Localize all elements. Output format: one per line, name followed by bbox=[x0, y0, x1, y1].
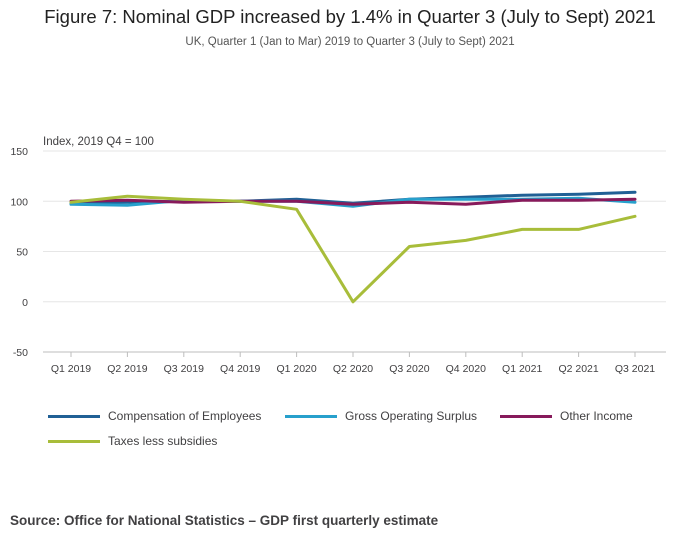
legend-swatch-other-income bbox=[500, 414, 552, 418]
legend-label-gross-operating-surplus: Gross Operating Surplus bbox=[345, 409, 478, 423]
legend-label-other-income: Other Income bbox=[560, 409, 633, 423]
chart-title: Figure 7: Nominal GDP increased by 1.4% … bbox=[44, 6, 656, 27]
x-tick-label: Q3 2019 bbox=[164, 363, 204, 375]
x-tick-label: Q1 2021 bbox=[502, 363, 542, 375]
y-axis-label: Index, 2019 Q4 = 100 bbox=[43, 136, 154, 148]
x-tick-label: Q3 2020 bbox=[389, 363, 429, 375]
x-tick-label: Q4 2020 bbox=[446, 363, 486, 375]
x-tick-label: Q2 2020 bbox=[333, 363, 373, 375]
legend-label-compensation: Compensation of Employees bbox=[108, 409, 262, 423]
series-lines bbox=[69, 190, 637, 304]
y-tick-label: 50 bbox=[16, 247, 28, 259]
x-tick-label: Q3 2021 bbox=[615, 363, 655, 375]
source-note: Source: Office for National Statistics –… bbox=[10, 513, 439, 528]
y-tick-label: -50 bbox=[13, 347, 28, 359]
chart-subtitle: UK, Quarter 1 (Jan to Mar) 2019 to Quart… bbox=[185, 36, 515, 48]
legend-item-gross-operating-surplus: Gross Operating Surplus bbox=[285, 409, 477, 423]
x-tick-label: Q1 2020 bbox=[276, 363, 316, 375]
legend-swatch-gross-operating-surplus bbox=[285, 414, 337, 418]
legend-item-other-income: Other Income bbox=[500, 409, 633, 423]
line-chart: 150 100 50 0 -50 Q1 2019 Q2 2019 Q3 2019 Q4 201… bbox=[10, 146, 666, 375]
y-tick-label: 0 bbox=[22, 297, 28, 309]
legend-label-taxes-less-subsidies: Taxes less subsidies bbox=[108, 434, 218, 448]
legend-swatch-taxes-less-subsidies bbox=[48, 439, 100, 443]
legend-item-taxes-less-subsidies: Taxes less subsidies bbox=[48, 434, 217, 448]
x-tick-label: Q1 2019 bbox=[51, 363, 91, 375]
x-tick-label: Q4 2019 bbox=[220, 363, 260, 375]
series-line-taxes-less-subsidies bbox=[69, 194, 637, 304]
legend-item-compensation: Compensation of Employees bbox=[48, 409, 261, 423]
gridlines bbox=[43, 150, 666, 353]
y-tick-label: 150 bbox=[10, 146, 28, 158]
y-tick-label: 100 bbox=[10, 196, 28, 208]
x-tick-label: Q2 2019 bbox=[107, 363, 147, 375]
legend-swatch-compensation bbox=[48, 414, 100, 418]
series-line-other-income bbox=[69, 197, 637, 206]
x-axis-ticks: Q1 2019 Q2 2019 Q3 2019 Q4 2019 Q1 2020 Q2 20… bbox=[51, 352, 655, 375]
x-tick-label: Q2 2021 bbox=[558, 363, 598, 375]
y-axis-ticks: 150 100 50 0 -50 bbox=[10, 146, 28, 359]
